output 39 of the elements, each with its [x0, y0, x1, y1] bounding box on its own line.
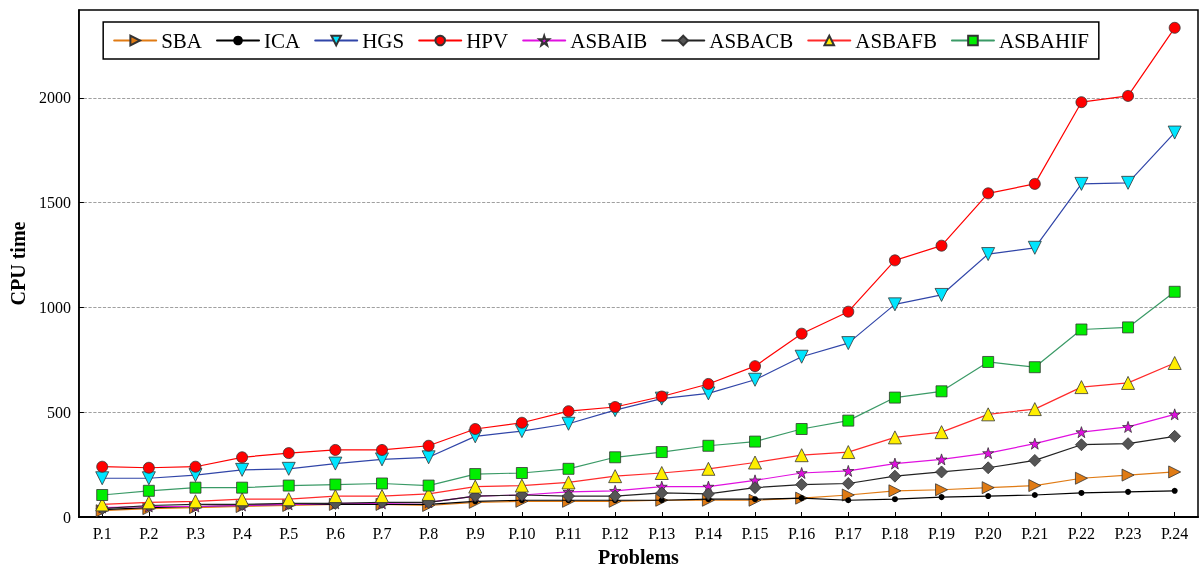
x-tick-label: P.18 [881, 524, 909, 542]
y-tick-label: 1000 [38, 299, 71, 316]
legend-label: HPV [466, 28, 509, 53]
x-tick-label: P.1 [92, 524, 112, 542]
x-tick-label: P.16 [788, 524, 816, 542]
x-tick-label: P.14 [694, 524, 722, 542]
y-tick-label: 2000 [38, 89, 71, 107]
x-tick-label: P.23 [1114, 524, 1142, 542]
legend-label: ASBAHIF [998, 28, 1089, 53]
x-tick-label: P.8 [419, 524, 439, 542]
x-tick-label: P.3 [185, 524, 206, 542]
x-tick-label: P.15 [741, 524, 769, 542]
x-tick-label: P.6 [325, 524, 345, 542]
y-tick-label: 500 [46, 403, 71, 421]
x-tick-label: P.12 [601, 524, 629, 542]
x-tick-label: P.2 [139, 524, 159, 542]
x-tick-label: P.17 [834, 524, 862, 542]
y-axis-title: CPU time [7, 221, 29, 306]
x-tick-label: P.22 [1067, 524, 1095, 542]
x-tick-label: P.5 [279, 524, 299, 542]
x-tick-label: P.4 [232, 524, 252, 542]
x-tick-label: P.9 [465, 524, 485, 542]
x-tick-label: P.20 [974, 524, 1002, 542]
x-tick-label: P.13 [648, 524, 676, 542]
legend-label: SBA [161, 28, 203, 53]
y-tick-label: 0 [62, 508, 71, 526]
x-tick-label: P.21 [1021, 524, 1049, 542]
x-tick-label: P.7 [372, 524, 392, 542]
legend-label: HGS [362, 28, 405, 53]
y-tick-label: 1500 [38, 194, 71, 212]
x-tick-label: P.11 [555, 524, 582, 542]
legend-label: ASBACB [709, 28, 794, 53]
legend-label: ASBAIB [570, 28, 648, 53]
legend-label: ASBAFB [855, 28, 937, 53]
x-tick-label: P.24 [1161, 524, 1189, 542]
legend-label: ICA [264, 28, 302, 53]
x-axis-title: Problems [598, 546, 680, 568]
x-tick-label: P.19 [927, 524, 956, 542]
x-tick-label: P.10 [508, 524, 536, 542]
